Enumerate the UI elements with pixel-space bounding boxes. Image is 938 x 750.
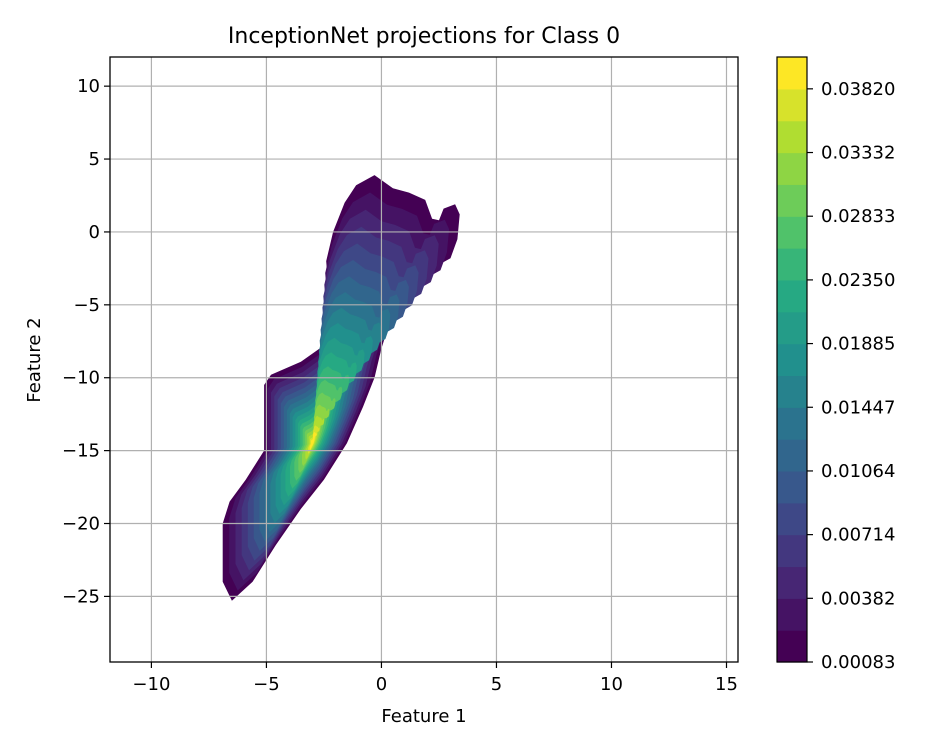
colorbar-band — [777, 279, 807, 313]
colorbar-tick-label: 0.00714 — [821, 525, 895, 546]
chart-title: InceptionNet projections for Class 0 — [228, 24, 620, 49]
y-axis-ticks: −25 −20 −15 −10 −5 0 5 10 — [62, 76, 110, 607]
y-tick-label: −25 — [62, 586, 100, 607]
colorbar-tick-label: 0.03332 — [821, 143, 895, 164]
plot-frame — [109, 56, 739, 663]
y-tick-label: −5 — [73, 295, 100, 316]
colorbar-tick-label: 0.01885 — [821, 334, 895, 355]
colorbar-band — [777, 630, 807, 663]
colorbar-frame — [776, 56, 808, 663]
y-tick-label: −15 — [62, 441, 100, 462]
colorbar-tick-label: 0.02350 — [821, 270, 895, 291]
colorbar-band — [777, 88, 807, 122]
colorbar-band — [777, 502, 807, 536]
y-axis-label: Feature 2 — [24, 317, 45, 402]
x-tick-label: 15 — [715, 674, 738, 695]
colorbar-tick-label: 0.00083 — [821, 652, 895, 673]
colorbar-band — [777, 152, 807, 185]
x-axis-label: Feature 1 — [381, 706, 466, 727]
colorbar-band — [777, 566, 807, 599]
x-tick-label: 5 — [491, 674, 502, 695]
colorbar-band — [777, 248, 807, 281]
y-tick-label: 5 — [89, 149, 100, 170]
colorbar-band — [777, 57, 807, 90]
colorbar-tick-label: 0.02833 — [821, 206, 895, 227]
colorbar-band — [777, 120, 807, 154]
y-tick-label: −10 — [62, 368, 100, 389]
colorbar-tick-label: 0.01064 — [821, 461, 895, 482]
colorbar-band — [777, 216, 807, 249]
colorbar-band — [777, 184, 807, 217]
x-tick-label: −5 — [253, 674, 280, 695]
y-tick-label: 0 — [89, 222, 100, 243]
y-tick-label: 10 — [77, 76, 100, 97]
x-tick-label: 10 — [600, 674, 623, 695]
x-tick-label: 0 — [376, 674, 387, 695]
colorbar-band — [777, 470, 807, 504]
contour-level-18 — [309, 431, 317, 450]
grid-lines — [110, 57, 738, 662]
colorbar-band — [777, 598, 807, 631]
density-contours — [222, 175, 460, 601]
colorbar-tick-label: 0.00382 — [821, 588, 895, 609]
colorbar-tick-label: 0.03820 — [821, 79, 895, 100]
plot-area — [109, 56, 739, 663]
colorbar-band — [777, 375, 807, 408]
colorbar-band — [777, 311, 807, 345]
colorbar-bands — [777, 57, 807, 663]
colorbar-ticks: 0.00083 0.00382 0.00714 0.01064 0.01447 0.018… — [807, 79, 895, 673]
x-axis-ticks: −10 −5 0 5 10 15 — [132, 662, 738, 695]
colorbar-band — [777, 407, 807, 440]
x-tick-label: −10 — [132, 674, 170, 695]
y-tick-label: −20 — [62, 514, 100, 535]
colorbar-band — [777, 439, 807, 472]
colorbar-tick-label: 0.01447 — [821, 397, 895, 418]
colorbar-band — [777, 534, 807, 568]
colorbar-band — [777, 343, 807, 377]
colorbar: 0.00083 0.00382 0.00714 0.01064 0.01447 0.018… — [776, 56, 895, 673]
